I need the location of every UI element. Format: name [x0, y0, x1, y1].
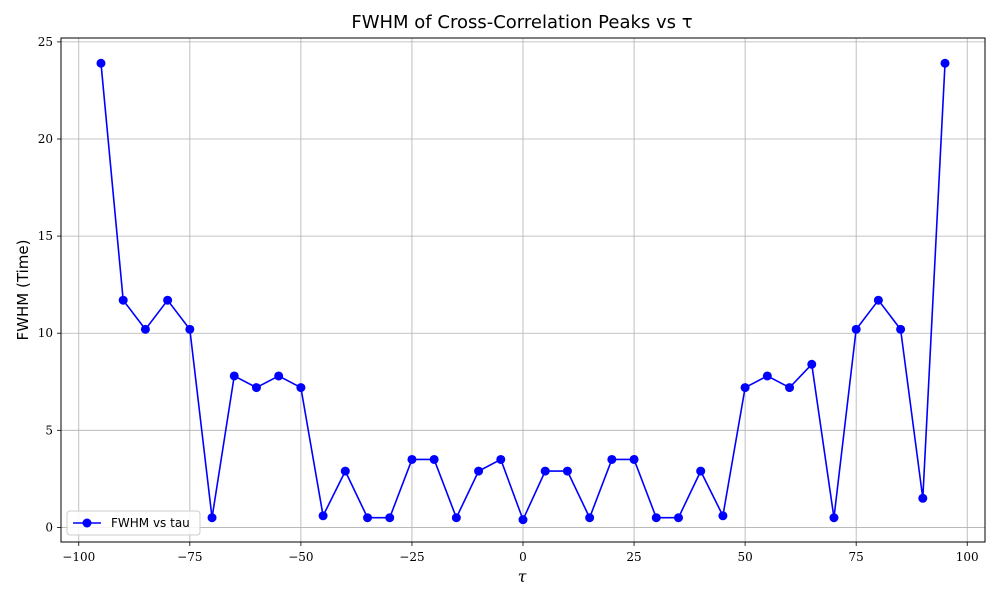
x-axis-label: τ — [518, 567, 528, 586]
data-point — [296, 383, 306, 393]
data-point — [496, 454, 506, 464]
y-tick-label: 0 — [45, 520, 53, 534]
y-tick-label: 15 — [38, 229, 53, 243]
data-point — [274, 371, 284, 381]
data-point — [474, 466, 484, 476]
data-point — [629, 454, 639, 464]
x-tick-label: 75 — [849, 550, 864, 564]
data-point — [318, 511, 328, 521]
legend-box — [66, 510, 201, 536]
data-point — [540, 466, 550, 476]
series-layer — [96, 58, 950, 525]
data-point — [585, 513, 595, 523]
y-tick-label: 20 — [38, 132, 53, 146]
data-point — [673, 513, 683, 523]
data-point — [451, 513, 461, 523]
data-point — [407, 454, 417, 464]
data-point — [562, 466, 572, 476]
data-point — [385, 513, 395, 523]
data-point — [363, 513, 373, 523]
x-tick-label: −25 — [399, 550, 424, 564]
legend: FWHM vs tau — [66, 510, 201, 536]
y-tick-label: 5 — [45, 423, 53, 437]
data-point — [140, 324, 150, 334]
data-point — [851, 324, 861, 334]
legend-marker — [82, 518, 92, 528]
y-tick-label: 10 — [38, 326, 53, 340]
data-point — [207, 513, 217, 523]
data-point — [940, 58, 950, 68]
data-point — [785, 383, 795, 393]
x-tick-label: 0 — [519, 550, 527, 564]
x-tick-label: 100 — [956, 550, 979, 564]
data-point — [807, 359, 817, 369]
data-point — [118, 295, 128, 305]
data-point — [429, 454, 439, 464]
data-point — [651, 513, 661, 523]
x-tick-label: −100 — [62, 550, 95, 564]
data-point — [829, 513, 839, 523]
data-point — [607, 454, 617, 464]
grid-lines — [61, 38, 985, 542]
data-point — [251, 383, 261, 393]
data-point — [340, 466, 350, 476]
y-axis-label: FWHM (Time) — [14, 240, 32, 341]
data-point — [185, 324, 195, 334]
data-point — [873, 295, 883, 305]
legend-label: FWHM vs tau — [111, 516, 190, 530]
data-point — [740, 383, 750, 393]
data-point — [718, 511, 728, 521]
data-point — [896, 324, 906, 334]
x-tick-label: −50 — [288, 550, 313, 564]
x-tick-label: −75 — [177, 550, 202, 564]
data-point — [96, 58, 106, 68]
x-tick-label: 50 — [737, 550, 752, 564]
data-point — [696, 466, 706, 476]
axis-ticks: −100 −75 −50 −25 0 25 50 75 100 0 5 10 15 20 25 — [38, 35, 979, 564]
y-tick-label: 25 — [38, 35, 53, 49]
data-point — [229, 371, 239, 381]
data-point — [163, 295, 173, 305]
data-point — [762, 371, 772, 381]
data-point — [918, 493, 928, 503]
x-tick-label: 25 — [626, 550, 641, 564]
chart-title: FWHM of Cross-Correlation Peaks vs τ — [351, 12, 692, 33]
data-point — [518, 515, 528, 525]
